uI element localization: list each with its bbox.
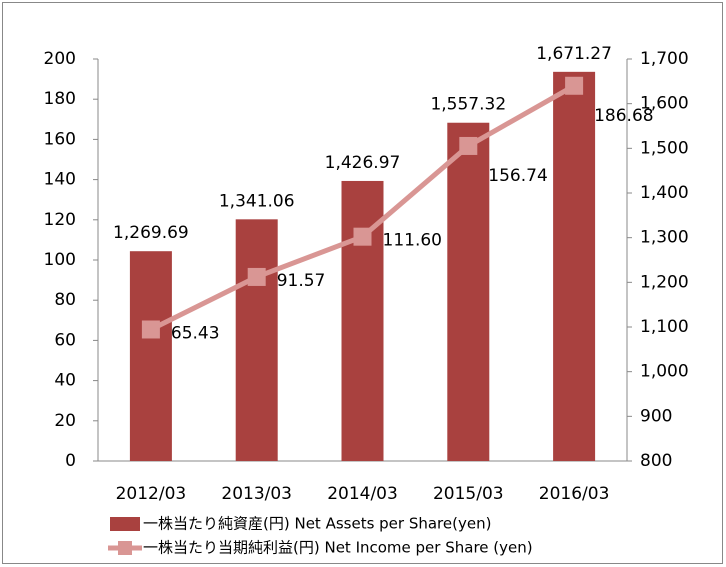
y-tick-label: 200 [44, 49, 76, 69]
x-tick-label: 2012/03 [116, 484, 187, 504]
bar [129, 251, 172, 461]
bar-value-label: 1,426.97 [325, 153, 401, 173]
y-tick-label: 160 [44, 129, 76, 149]
line-marker [141, 320, 160, 339]
y-tick-label: 120 [44, 210, 76, 230]
y-tick-label: 40 [54, 371, 76, 391]
bar [235, 219, 278, 461]
x-tick-label: 2015/03 [433, 484, 504, 504]
y2-tick-label: 1,500 [640, 138, 689, 158]
y2-tick-label: 1,200 [640, 272, 689, 292]
y2-tick-label: 900 [640, 406, 672, 426]
x-tick-label: 2014/03 [327, 484, 398, 504]
y-tick-label: 0 [65, 451, 76, 471]
y2-tick-label: 1,300 [640, 228, 689, 248]
y-tick-label: 100 [44, 250, 76, 270]
bar-value-label: 1,269.69 [113, 223, 189, 243]
legend-swatch [110, 517, 140, 531]
y-tick-label: 80 [54, 290, 76, 310]
bar-value-label: 1,557.32 [430, 95, 506, 115]
line-value-label: 186.68 [594, 106, 653, 126]
y2-tick-label: 1,600 [640, 94, 689, 114]
line-marker [247, 267, 266, 286]
bar-value-label: 1,341.06 [219, 191, 295, 211]
y2-tick-label: 1,700 [640, 49, 689, 69]
y2-tick-label: 800 [640, 451, 672, 471]
x-tick-label: 2016/03 [539, 484, 610, 504]
y-tick-label: 60 [54, 330, 76, 350]
legend-label: 一株当たり純資産(円) Net Assets per Share(yen) [143, 515, 491, 533]
line-marker [459, 136, 478, 155]
line-value-label: 156.74 [488, 166, 547, 186]
y2-tick-label: 1,400 [640, 183, 689, 203]
y-tick-label: 140 [44, 170, 76, 190]
legend-marker [118, 541, 132, 555]
x-tick-label: 2013/03 [221, 484, 292, 504]
bar [553, 71, 596, 461]
line-value-label: 111.60 [383, 231, 442, 251]
y-tick-label: 20 [54, 411, 76, 431]
bar-value-label: 1,671.27 [536, 44, 612, 64]
line-marker [565, 76, 584, 95]
line-marker [353, 227, 372, 246]
legend-label: 一株当たり当期純利益(円) Net Income per Share (yen) [143, 539, 533, 557]
y2-tick-label: 1,100 [640, 317, 689, 337]
line-value-label: 91.57 [277, 271, 326, 291]
line-value-label: 65.43 [171, 323, 220, 343]
y2-tick-label: 1,000 [640, 362, 689, 382]
y-tick-label: 180 [44, 89, 76, 109]
bar [447, 122, 490, 461]
